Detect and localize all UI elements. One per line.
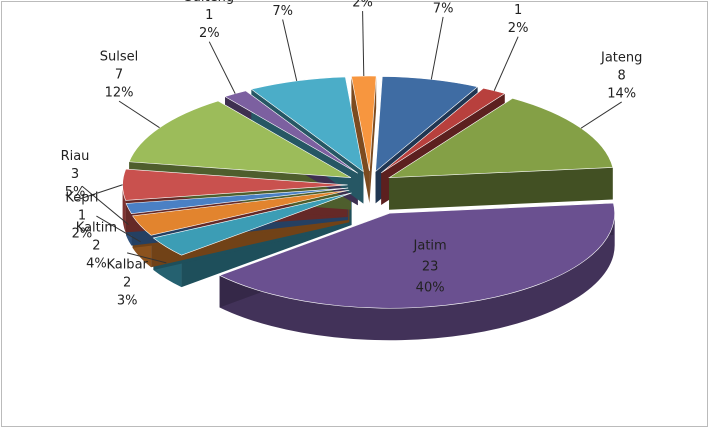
- data-label: Jatim: [413, 238, 447, 253]
- data-label: 40%: [416, 280, 445, 295]
- data-label: 2%: [199, 26, 220, 41]
- slice: [351, 75, 377, 172]
- data-label: Riau: [61, 149, 90, 164]
- data-label: 7%: [433, 1, 454, 16]
- data-label: 2%: [508, 21, 529, 36]
- leader-line: [81, 185, 129, 225]
- leader-line: [118, 100, 160, 129]
- slice-tops: [74, 11, 622, 309]
- leader-line: [127, 252, 167, 264]
- data-label: Kalbar: [106, 257, 148, 272]
- data-label: 3%: [117, 293, 138, 308]
- data-label: 4%: [86, 257, 107, 272]
- leader-line: [493, 36, 519, 91]
- data-label: 5%: [65, 185, 86, 200]
- data-label: Kaltim: [76, 221, 117, 236]
- data-label: 7: [115, 68, 123, 83]
- data-label: 23: [422, 259, 439, 274]
- data-label: 1: [205, 8, 213, 23]
- data-label: 2: [123, 275, 131, 290]
- slice: [250, 76, 364, 173]
- data-label: 1: [78, 209, 86, 224]
- leader-line: [282, 19, 298, 82]
- data-label: 14%: [607, 86, 636, 101]
- data-label: Kepri: [65, 191, 98, 206]
- slice-side-face: [219, 213, 615, 341]
- leader-line: [208, 41, 236, 94]
- leader-line: [362, 11, 365, 77]
- slice-cut-face: [389, 167, 613, 210]
- data-label: 4: [278, 0, 286, 1]
- data-label: 3: [71, 167, 79, 182]
- slice-side: [351, 76, 377, 204]
- slice: [132, 189, 350, 236]
- data-label: 12%: [105, 86, 134, 101]
- data-label: 2%: [352, 0, 373, 11]
- data-label: 7%: [272, 4, 293, 19]
- data-label: 1: [514, 3, 522, 18]
- slice: [152, 192, 352, 256]
- slice: [122, 168, 348, 201]
- data-label: 8: [618, 68, 626, 83]
- slice: [125, 187, 349, 214]
- data-label: Sulteng: [184, 0, 234, 5]
- data-label: Jateng: [600, 50, 642, 65]
- data-label: 2: [92, 239, 100, 254]
- slice-cut-face: [351, 76, 370, 204]
- slice: [218, 202, 615, 309]
- slice-cut-face: [369, 76, 377, 204]
- slice: [381, 87, 506, 174]
- leader-line: [96, 215, 141, 243]
- leader-line: [430, 16, 444, 80]
- data-label: Sulsel: [100, 50, 139, 65]
- leader-line: [580, 101, 622, 129]
- data-label: 2%: [72, 227, 93, 242]
- slice: [128, 100, 352, 178]
- leader-line: [74, 184, 123, 202]
